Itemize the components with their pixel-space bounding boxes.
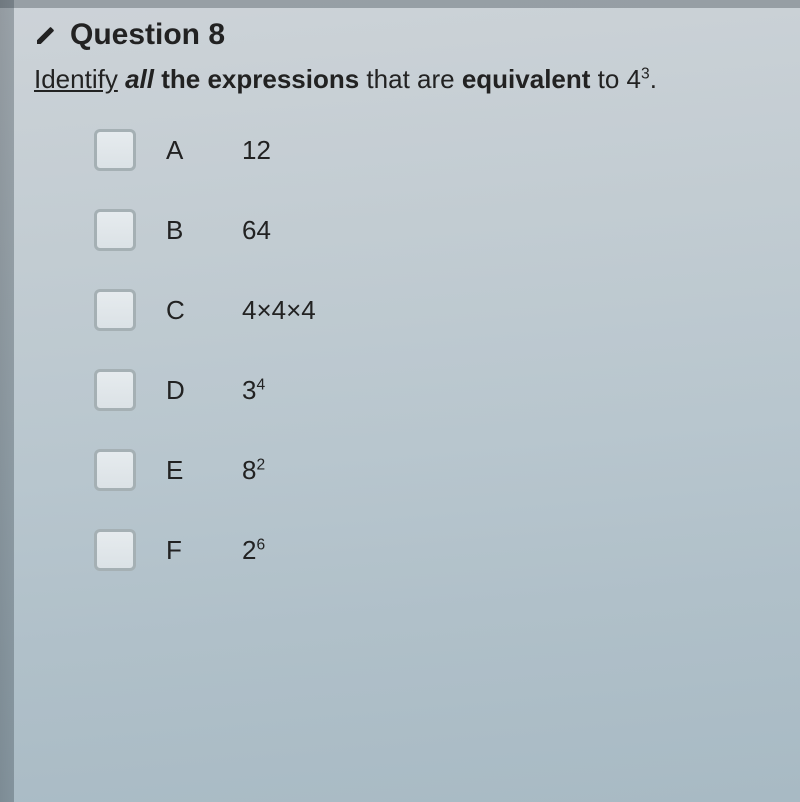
options-list: A 12 B 64 C 4×4×4 D 34 E 82 F 26	[34, 129, 774, 571]
option-expression: 64	[242, 215, 271, 246]
pencil-icon	[34, 23, 58, 47]
option-row[interactable]: B 64	[94, 209, 774, 251]
option-letter: F	[166, 535, 212, 566]
option-row[interactable]: F 26	[94, 529, 774, 571]
option-letter: C	[166, 295, 212, 326]
option-expression: 26	[242, 535, 265, 566]
option-expression: 4×4×4	[242, 295, 316, 326]
checkbox[interactable]	[94, 529, 136, 571]
question-title: Question 8	[70, 18, 225, 52]
checkbox[interactable]	[94, 369, 136, 411]
option-letter: B	[166, 215, 212, 246]
checkbox[interactable]	[94, 449, 136, 491]
option-row[interactable]: E 82	[94, 449, 774, 491]
question-prompt: Identify all the expressions that are eq…	[34, 64, 774, 95]
checkbox[interactable]	[94, 129, 136, 171]
option-expression: 12	[242, 135, 271, 166]
question-container: Question 8 Identify all the expressions …	[0, 0, 800, 571]
option-row[interactable]: D 34	[94, 369, 774, 411]
option-expression: 82	[242, 455, 265, 486]
question-header: Question 8	[34, 18, 774, 52]
option-letter: E	[166, 455, 212, 486]
option-row[interactable]: A 12	[94, 129, 774, 171]
checkbox[interactable]	[94, 289, 136, 331]
option-row[interactable]: C 4×4×4	[94, 289, 774, 331]
option-letter: A	[166, 135, 212, 166]
checkbox[interactable]	[94, 209, 136, 251]
option-expression: 34	[242, 375, 265, 406]
option-letter: D	[166, 375, 212, 406]
